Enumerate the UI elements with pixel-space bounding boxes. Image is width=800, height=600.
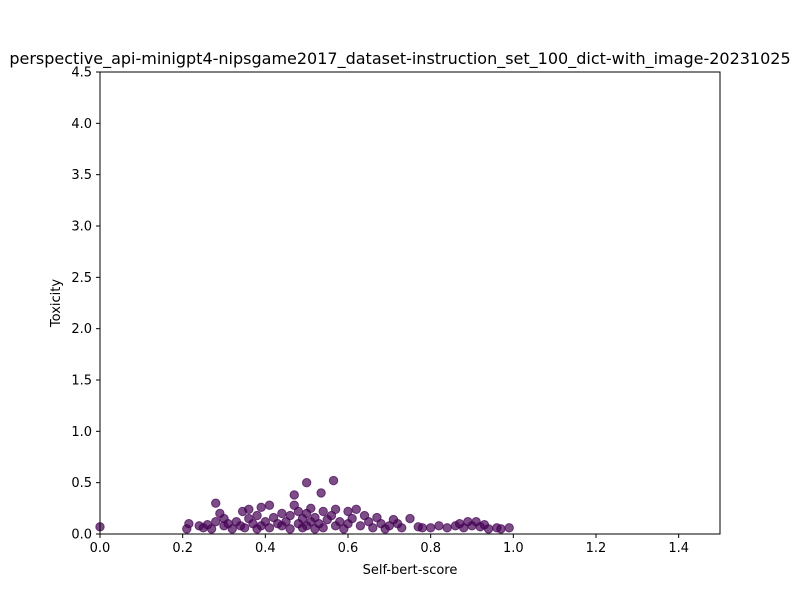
scatter-point [227, 524, 237, 534]
plot-frame [99, 71, 721, 535]
scatter-point [301, 477, 312, 488]
x-tick-label: 0.4 [255, 541, 276, 556]
y-tick-label: 4.5 [71, 66, 92, 81]
scatter-point [264, 523, 275, 533]
x-tick-label: 0.8 [420, 541, 441, 556]
scatter-point [328, 475, 339, 486]
y-tick-label: 2.5 [71, 271, 92, 286]
x-tick-label: 0.0 [90, 541, 111, 556]
scatter-point [442, 523, 452, 533]
scatter-point [318, 523, 328, 533]
y-axis: 0.0 0.5 1.0 1.5 2.0 2.5 3.0 3.5 4.0 4.5 [71, 66, 100, 543]
scatter-point [434, 521, 444, 531]
x-tick-label: 0.6 [338, 541, 359, 556]
scatter-point [211, 498, 221, 508]
y-tick-label: 3.5 [71, 168, 92, 183]
scatter-point [306, 503, 316, 514]
x-axis: 0.0 0.2 0.4 0.6 0.8 1.0 1.2 1.4 [90, 534, 689, 556]
scatter-point [316, 488, 326, 498]
scatter-point [277, 508, 287, 519]
scatter-point [405, 513, 415, 524]
y-tick-label: 0.0 [71, 528, 92, 543]
scatter-point [368, 523, 378, 533]
y-tick-label: 2.0 [71, 322, 92, 337]
scatter-point [318, 506, 328, 517]
scatter-point [425, 523, 436, 533]
scatter-point [244, 504, 254, 515]
y-tick-label: 3.0 [71, 220, 92, 235]
scatter-point [355, 521, 366, 531]
scatter-point [211, 516, 221, 527]
scatter-point [397, 523, 407, 533]
scatter-point [496, 524, 506, 534]
scatter-point [417, 523, 428, 533]
scatter-point [285, 510, 295, 521]
y-tick-label: 4.0 [71, 117, 92, 132]
scatter-point [351, 504, 361, 515]
plot-area [100, 72, 720, 534]
y-tick-label: 0.5 [71, 476, 92, 491]
x-tick-label: 0.2 [172, 541, 193, 556]
scatter-point [289, 490, 299, 500]
y-tick-label: 1.0 [71, 425, 92, 440]
scatter-point [239, 523, 250, 533]
x-axis-label: Self-bert-score [363, 563, 458, 578]
x-tick-label: 1.2 [586, 541, 607, 556]
scatter-point [285, 524, 295, 534]
y-axis-label: Toxicity [49, 279, 64, 328]
points-layer [95, 475, 514, 534]
y-tick-label: 1.5 [71, 374, 92, 389]
x-tick-label: 1.0 [503, 541, 524, 556]
scatter-point [184, 519, 194, 529]
scatter-point [206, 524, 217, 534]
scatter-point [256, 502, 266, 513]
scatter-point [264, 500, 275, 510]
scatter-point [330, 504, 341, 515]
chart-title: perspective_api-minigpt4-nipsgame2017_da… [9, 49, 790, 69]
scatter-point [504, 523, 514, 533]
scatter-point [347, 513, 357, 524]
scatter-point [252, 510, 262, 521]
x-tick-label: 1.4 [668, 541, 689, 556]
scatter-point [483, 524, 494, 534]
